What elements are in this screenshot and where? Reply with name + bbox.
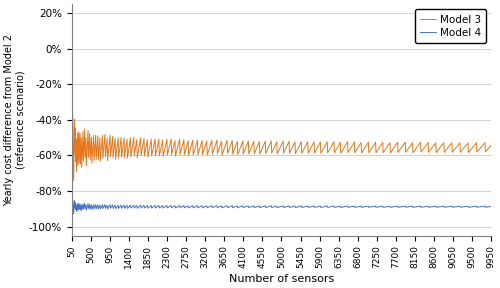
Model 4	[262, 204, 268, 208]
Model 4	[168, 204, 173, 207]
Model 4	[68, 219, 74, 222]
Model 3	[466, 149, 472, 153]
Model 4	[466, 205, 472, 209]
Model 4	[112, 207, 118, 210]
Y-axis label: Yearly cost difference from Model 2
(reference scenario): Yearly cost difference from Model 2 (ref…	[4, 34, 26, 206]
Model 3	[168, 139, 173, 142]
Model 4	[279, 204, 285, 208]
Model 3	[262, 141, 268, 144]
Line: Model 4: Model 4	[72, 199, 494, 220]
Model 4	[70, 198, 76, 201]
Model 3	[70, 113, 76, 117]
Model 3	[114, 143, 120, 146]
X-axis label: Number of sensors: Number of sensors	[229, 274, 334, 284]
Line: Model 3: Model 3	[72, 115, 494, 197]
Model 3	[279, 142, 285, 145]
Legend: Model 3, Model 4: Model 3, Model 4	[415, 10, 486, 43]
Model 3	[490, 151, 496, 154]
Model 3	[112, 158, 118, 161]
Model 4	[490, 206, 496, 209]
Model 4	[114, 204, 120, 208]
Model 3	[68, 195, 74, 199]
